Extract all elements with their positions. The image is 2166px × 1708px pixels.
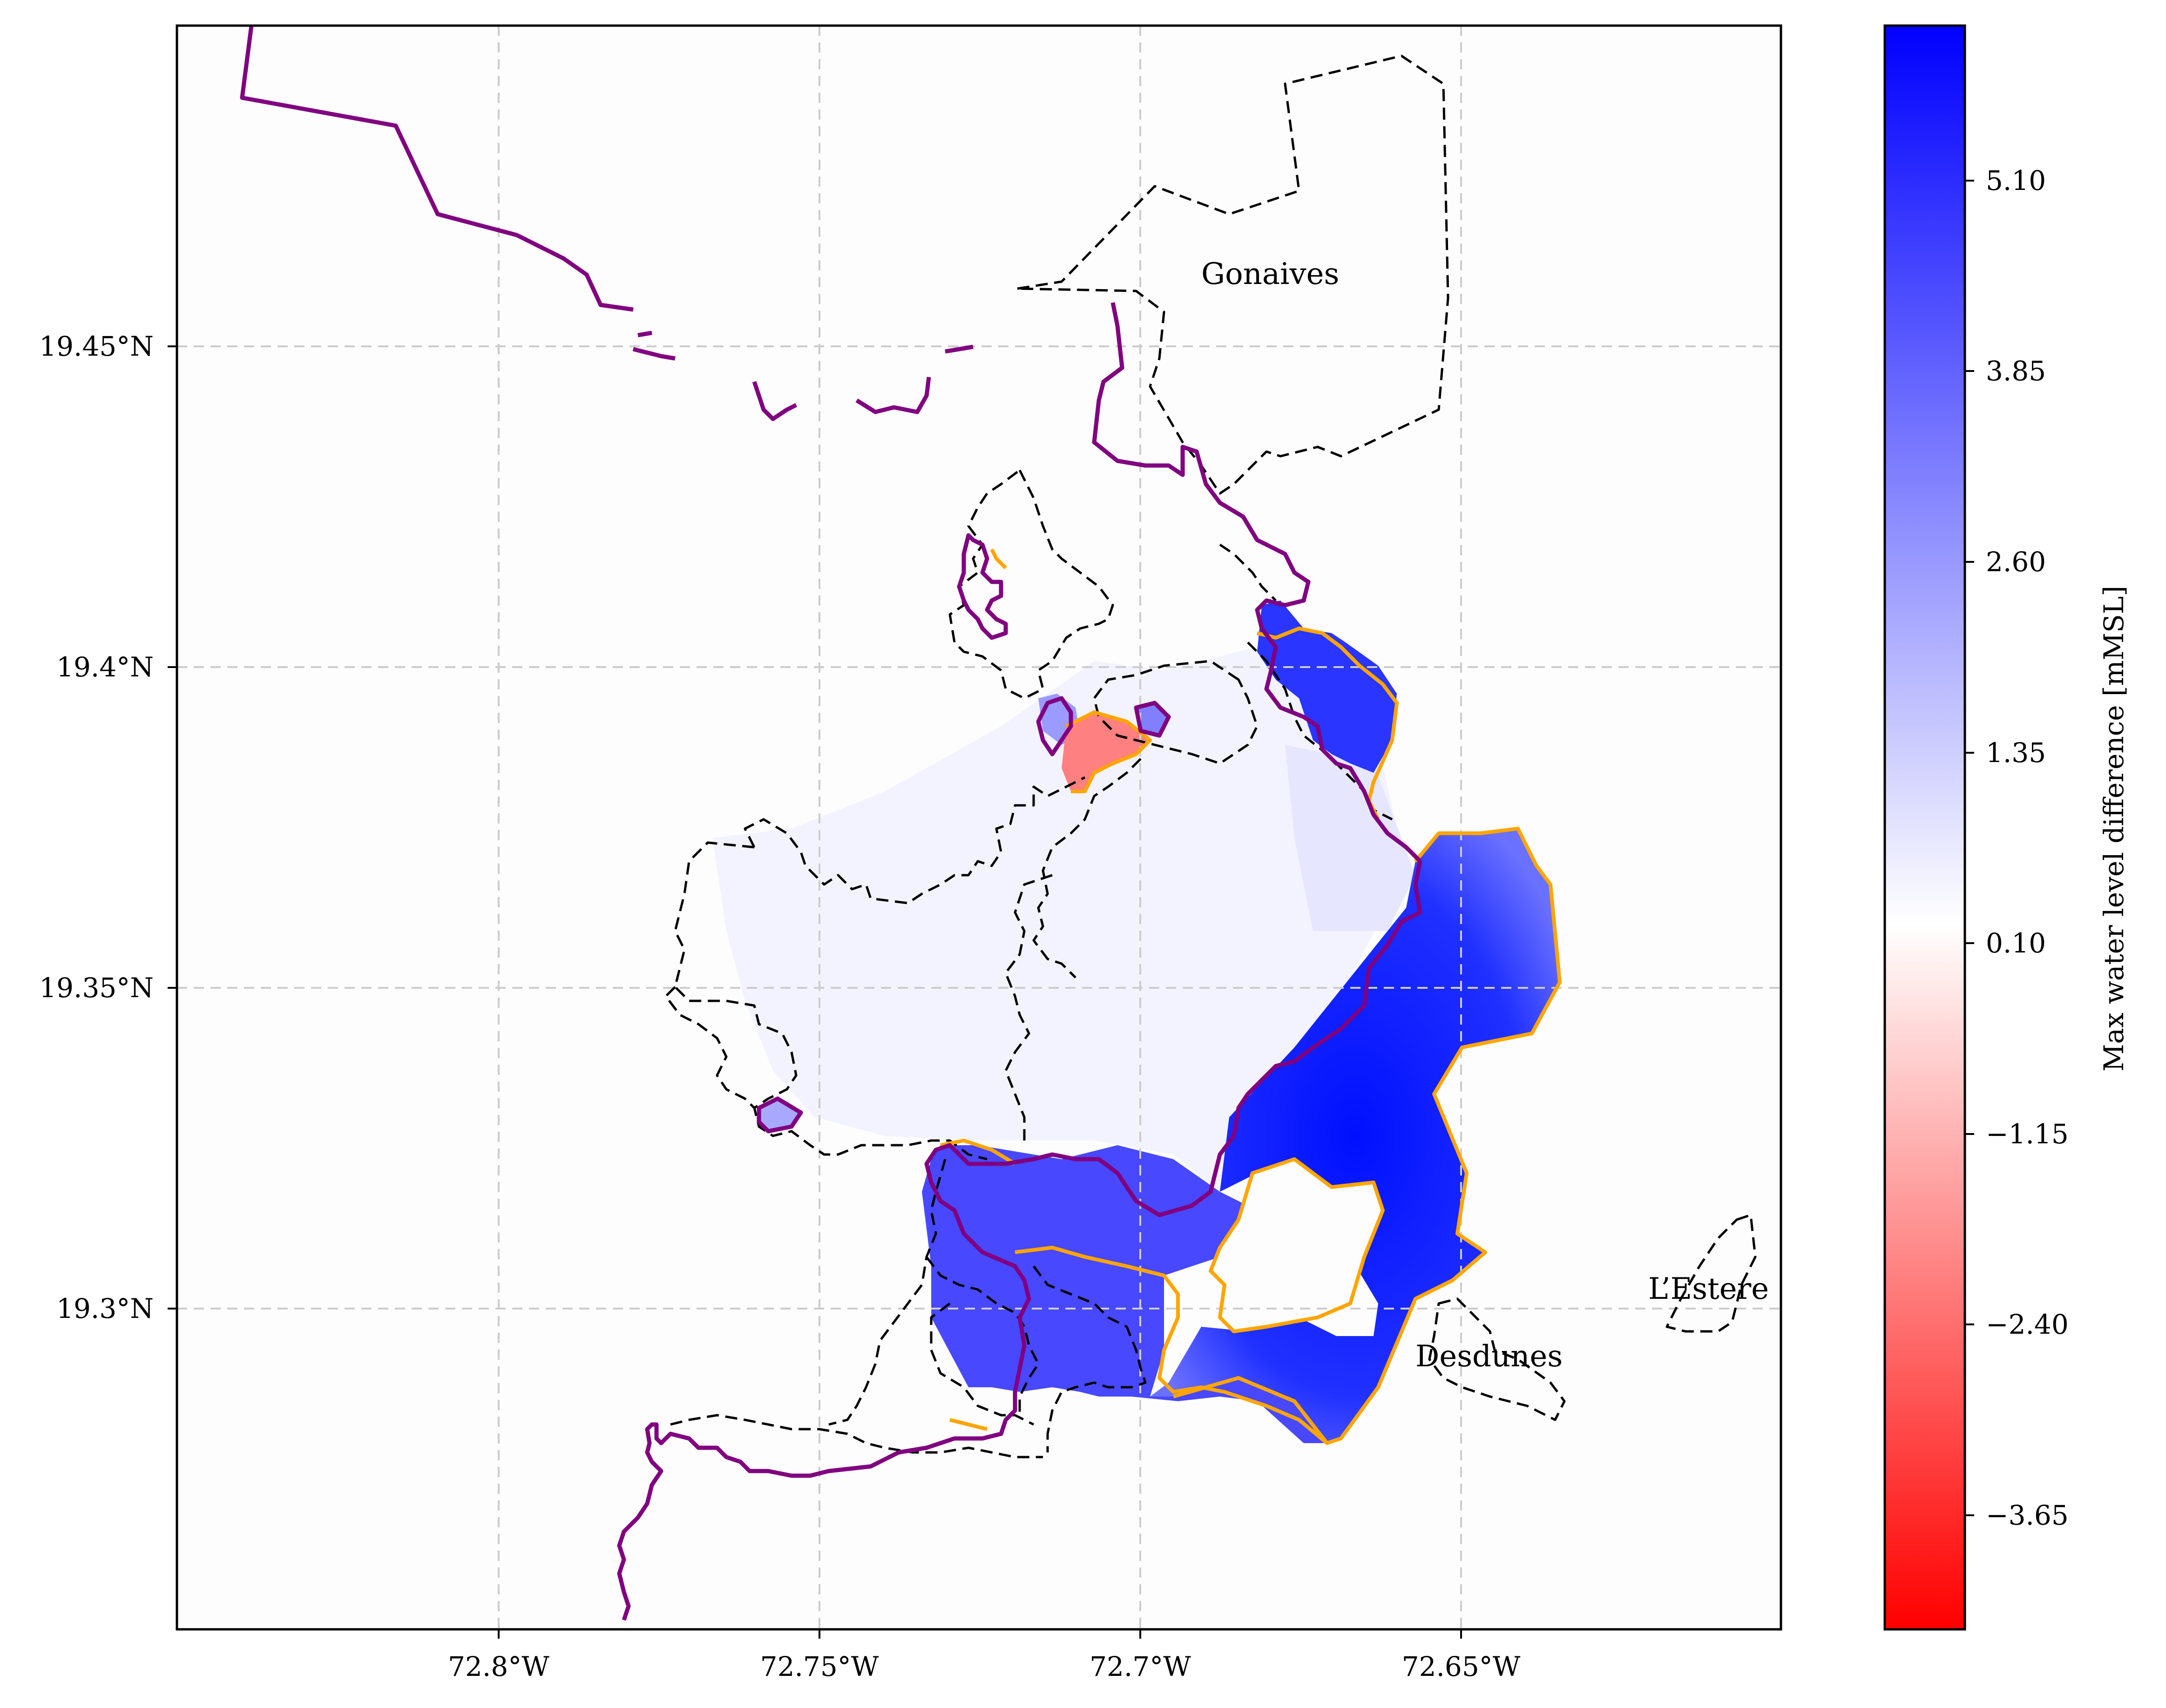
flood-hole xyxy=(1211,1159,1383,1331)
water-level-field xyxy=(712,647,1406,1192)
place-label-lestere: L’Estere xyxy=(1648,1272,1769,1306)
colorbar-tick-label: −3.65 xyxy=(1986,1499,2069,1531)
admin-boundaries xyxy=(664,54,1757,1458)
flood-region-south xyxy=(922,1145,1327,1443)
lat-tick-label: 19.4°N xyxy=(56,651,154,683)
lon-tick-label: 72.7°W xyxy=(1090,1651,1191,1682)
lon-tick-label: 72.65°W xyxy=(1402,1651,1521,1682)
colorbar-tick-label: 0.10 xyxy=(1986,927,2046,959)
flood-region-east xyxy=(1150,829,1560,1443)
place-label-desdunes: Desdunes xyxy=(1415,1339,1563,1374)
colorbar-tick-label: −2.40 xyxy=(1986,1309,2069,1340)
colorbar-tick-label: 2.60 xyxy=(1986,546,2046,578)
lat-tick-label: 19.3°N xyxy=(56,1293,154,1324)
colorbar-tick-label: 1.35 xyxy=(1986,737,2046,769)
map-frame xyxy=(176,24,1782,1631)
negative-difference-patch xyxy=(1062,712,1150,791)
colorbar-ticks xyxy=(1965,180,1974,1516)
lon-tick-label: 72.75°W xyxy=(760,1651,879,1682)
colorbar-label: Max water level difference [mMSL] xyxy=(2098,586,2130,1072)
coastline xyxy=(240,26,1422,1621)
lon-tick-label: 72.8°W xyxy=(448,1651,549,1682)
lat-tick-label: 19.45°N xyxy=(39,331,154,362)
colorbar-tick-label: −1.15 xyxy=(1986,1118,2069,1150)
axis-ticks xyxy=(168,345,1462,1639)
colorbar-tick-label: 5.10 xyxy=(1986,165,2046,196)
flood-extent-outline xyxy=(940,548,1562,1445)
colorbar-gradient xyxy=(1885,26,1965,1629)
place-label-gonaives: Gonaives xyxy=(1201,257,1339,291)
lat-tick-label: 19.35°N xyxy=(39,972,154,1004)
flood-region-north xyxy=(1257,601,1397,773)
colorbar-frame xyxy=(1883,24,1966,1631)
water-level-field-inner xyxy=(1285,745,1415,931)
colorbar-tick-label: 3.85 xyxy=(1986,355,2046,387)
